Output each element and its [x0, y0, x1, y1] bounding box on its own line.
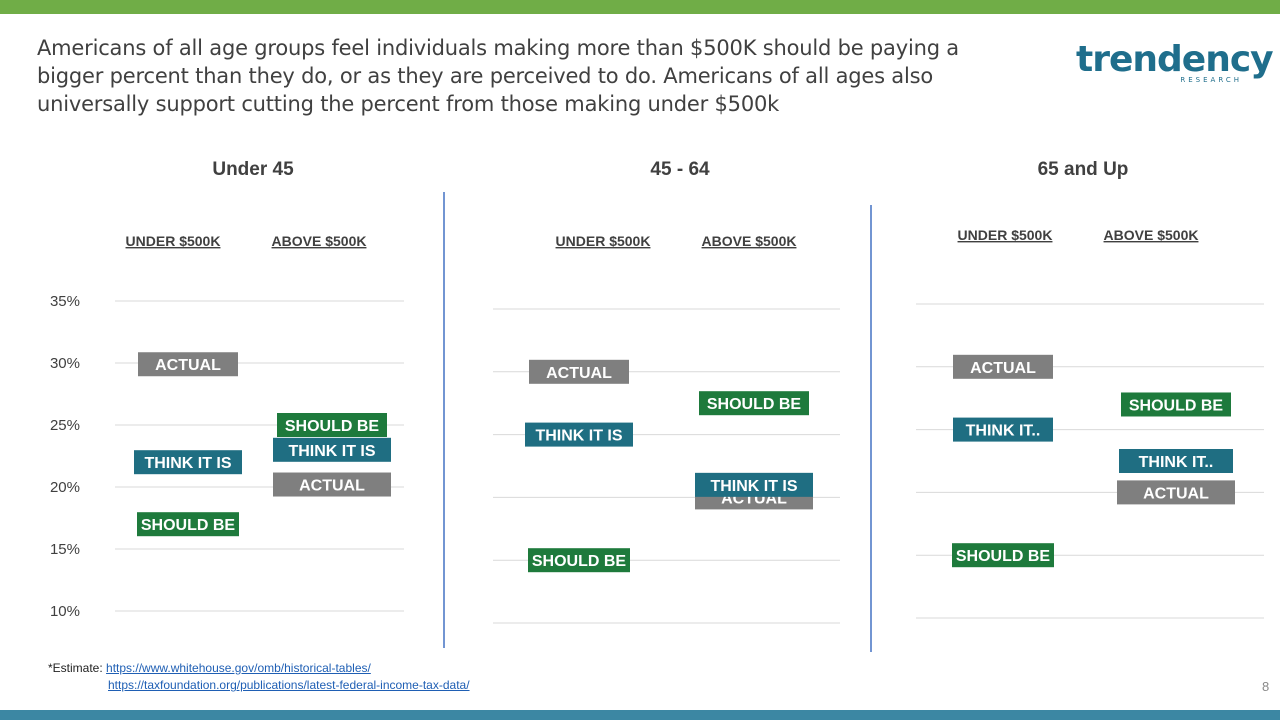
charts-area: Under 45 UNDER $500K ABOVE $500K 35% 30% 25% 2… [50, 159, 1264, 652]
trendency-logo: trendency RESEARCH [1076, 40, 1274, 90]
panel-title: 45 - 64 [650, 159, 710, 180]
category-label: ABOVE $500K [272, 233, 367, 249]
marker-actual [273, 472, 391, 497]
logo-word: trendency [1076, 39, 1274, 80]
top-accent-bar [0, 0, 1280, 14]
marker-label: SHOULD BE [707, 396, 802, 413]
marker-should-be [277, 413, 387, 437]
y-tick-label: 30% [50, 355, 80, 372]
marker-label: THINK IT IS [144, 455, 231, 472]
footnote-link-whitehouse[interactable]: https://www.whitehouse.gov/omb/historica… [106, 661, 371, 675]
marker-actual [529, 359, 629, 384]
slide-title: Americans of all age groups feel individ… [37, 36, 959, 116]
marker-label: ACTUAL [546, 365, 612, 382]
marker-think-it [953, 417, 1053, 442]
y-tick-label: 20% [50, 479, 80, 496]
y-tick-label: 15% [50, 541, 80, 558]
category-label: ABOVE $500K [702, 233, 797, 249]
marker-think-it-is [695, 472, 813, 497]
page-number: 8 [1262, 679, 1270, 694]
marker-should-be [528, 548, 630, 573]
marker-think-it-is [273, 437, 391, 462]
panel-title: Under 45 [212, 159, 294, 180]
marker-should-be [137, 512, 239, 537]
logo-subtitle: RESEARCH [1180, 76, 1242, 84]
marker-label: ACTUAL [970, 360, 1036, 377]
marker-label: SHOULD BE [1129, 397, 1224, 414]
marker-actual [138, 352, 238, 377]
marker-label: ACTUAL [299, 478, 365, 495]
footnote: *Estimate: https://www.whitehouse.gov/om… [48, 660, 470, 694]
marker-label: SHOULD BE [285, 418, 380, 435]
marker-should-be [699, 391, 809, 416]
panel-title: 65 and Up [1038, 159, 1129, 180]
footnote-link-taxfoundation[interactable]: https://taxfoundation.org/publications/l… [108, 678, 470, 692]
marker-label: THINK IT.. [1139, 454, 1214, 471]
y-tick-label: 25% [50, 417, 80, 434]
marker-think-it-is [134, 450, 242, 475]
marker-label: THINK IT.. [966, 423, 1041, 440]
marker-label: ACTUAL [1143, 485, 1209, 502]
marker-label: SHOULD BE [956, 548, 1051, 565]
marker-label: THINK IT IS [288, 443, 375, 460]
marker-label: THINK IT IS [710, 478, 797, 495]
y-tick-label: 10% [50, 603, 80, 620]
y-tick-label: 35% [50, 293, 80, 310]
category-label: ABOVE $500K [1104, 227, 1199, 243]
category-label: UNDER $500K [126, 233, 221, 249]
marker-actual [953, 354, 1053, 379]
marker-think-it-is [525, 422, 633, 447]
marker-label: THINK IT IS [535, 428, 622, 445]
category-label: UNDER $500K [958, 227, 1053, 243]
category-label: UNDER $500K [556, 233, 651, 249]
bottom-accent-bar [0, 710, 1280, 720]
footnote-prefix: *Estimate: [48, 661, 107, 675]
marker-label: SHOULD BE [532, 553, 627, 570]
marker-label: SHOULD BE [141, 517, 236, 534]
marker-actual [1117, 480, 1235, 505]
marker-should-be [1121, 392, 1231, 417]
marker-think-it [1119, 449, 1233, 473]
marker-label: ACTUAL [155, 357, 221, 374]
marker-should-be [952, 543, 1054, 568]
